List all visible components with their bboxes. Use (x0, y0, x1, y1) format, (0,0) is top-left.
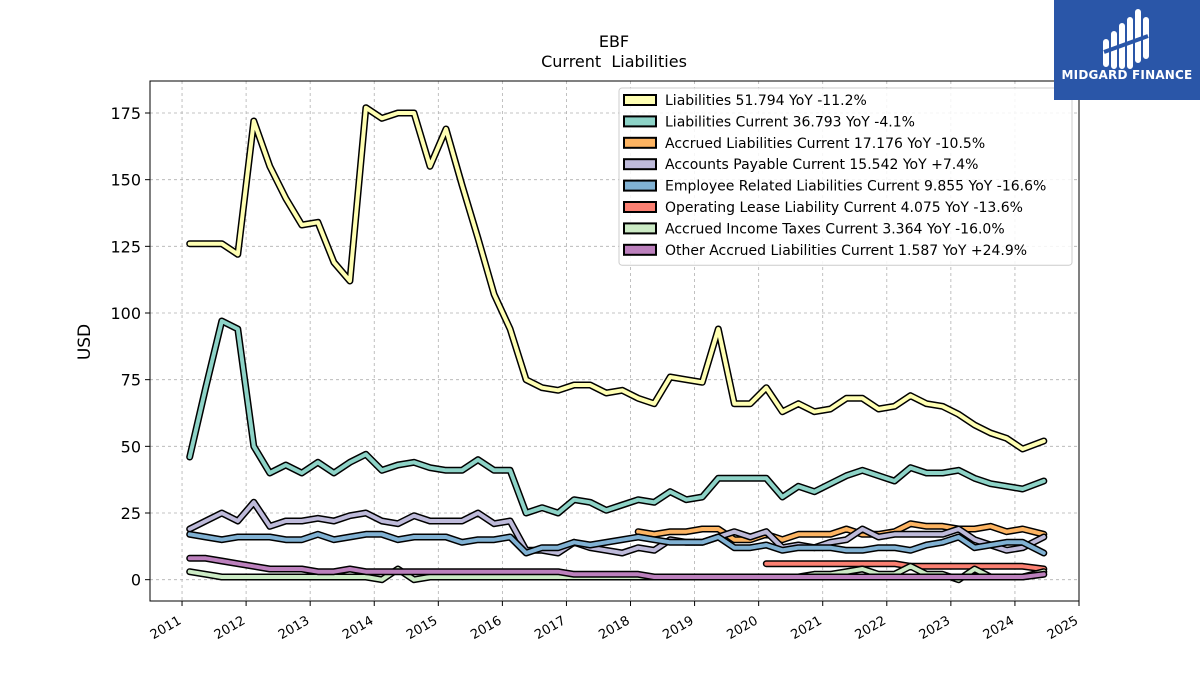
y-axis-label: USD (75, 324, 95, 360)
x-tick-label: 2023 (917, 613, 953, 643)
legend-entry: Accrued Income Taxes Current 3.364 YoY -… (665, 221, 1005, 237)
x-tick-label: 2012 (212, 613, 248, 643)
x-tick-label: 2017 (532, 613, 568, 643)
x-tick-label: 2018 (596, 613, 632, 643)
legend-swatch (623, 243, 657, 256)
brand-logo: MIDGARD FINANCE (1054, 0, 1200, 100)
y-tick-label: 25 (121, 504, 141, 523)
y-tick-label: 125 (110, 237, 141, 256)
series-line-0 (187, 105, 1046, 451)
y-tick-label: 150 (110, 171, 141, 190)
legend-swatch (623, 222, 657, 235)
brand-logo-icon (1103, 9, 1149, 69)
y-tick-label: 50 (121, 437, 141, 456)
legend-swatch (623, 94, 657, 106)
x-axis-ticks: 2011 2012 2013 2014 2015 2016 2017 2018 2019 2020… (148, 601, 1081, 643)
legend-entry: Liabilities Current 36.793 YoY -4.1% (665, 114, 915, 130)
x-tick-label: 2022 (853, 613, 889, 643)
y-tick-label: 0 (131, 571, 141, 590)
y-tick-label: 175 (110, 104, 141, 123)
legend-entry: Accounts Payable Current 15.542 YoY +7.4… (665, 157, 978, 173)
x-tick-label: 2021 (789, 613, 825, 643)
series-line-5 (764, 561, 1046, 571)
x-tick-label: 2015 (404, 613, 440, 643)
legend-swatch (623, 201, 657, 213)
x-tick-label: 2011 (148, 613, 184, 643)
x-tick-label: 2013 (276, 613, 312, 643)
legend: Liabilities 51.794 YoY -11.2% Liabilities… (618, 87, 1073, 266)
y-tick-label: 75 (121, 371, 141, 390)
series-line-outline-1 (186, 317, 1048, 517)
legend-entry: Accrued Liabilities Current 17.176 YoY -… (665, 136, 985, 152)
legend-swatch (623, 158, 657, 171)
series-line-7 (187, 556, 1046, 579)
x-tick-label: 2024 (981, 613, 1017, 643)
series-line-4 (187, 532, 1046, 555)
brand-name: MIDGARD FINANCE (1061, 68, 1193, 82)
y-axis-ticks: 0 25 50 75 100 125 150 175 (110, 104, 150, 590)
legend-entry: Operating Lease Liability Current 4.075 … (665, 200, 1023, 216)
legend-entry: Employee Related Liabilities Current 9.8… (665, 179, 1046, 195)
legend-entry: Other Accrued Liabilities Current 1.587 … (665, 243, 1027, 259)
series-line-2 (636, 521, 1046, 542)
series-line-1 (187, 319, 1046, 515)
plot-frame (149, 80, 1080, 602)
x-tick-label: 2025 (1045, 613, 1081, 643)
y-tick-label: 100 (110, 304, 141, 323)
legend-swatch (623, 115, 657, 128)
x-tick-label: 2014 (340, 613, 376, 643)
legend-box (618, 87, 1073, 266)
series-line-3 (187, 500, 1046, 555)
series-lines (186, 104, 1048, 584)
chart-subtitle: Current Liabilities (541, 52, 687, 71)
x-tick-label: 2019 (660, 613, 696, 643)
x-tick-label: 2020 (724, 613, 760, 643)
legend-swatch (623, 136, 657, 149)
legend-entry: Liabilities 51.794 YoY -11.2% (665, 93, 867, 109)
chart-title: EBF (599, 32, 629, 51)
x-tick-label: 2016 (468, 613, 504, 643)
legend-swatch (623, 179, 657, 192)
